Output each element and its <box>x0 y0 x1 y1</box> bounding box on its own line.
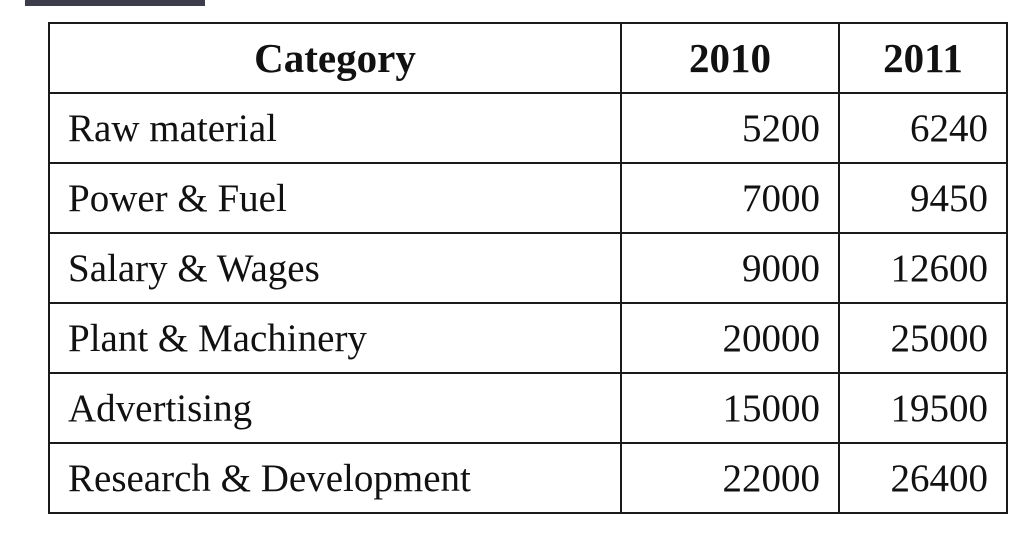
value-2010-cell: 9000 <box>620 232 840 304</box>
category-cell: Power & Fuel <box>48 162 622 234</box>
value-2010-cell: 5200 <box>620 92 840 164</box>
category-cell: Research & Development <box>48 442 622 514</box>
value-2011-cell: 25000 <box>838 302 1008 374</box>
data-table: Category 2010 2011 Raw material 5200 6240 P… <box>48 22 1008 514</box>
value-2010-cell: 22000 <box>620 442 840 514</box>
table-row: Raw material 5200 6240 <box>48 92 1008 164</box>
clipped-text-fragment <box>25 0 205 6</box>
category-cell: Advertising <box>48 372 622 444</box>
value-2010-cell: 15000 <box>620 372 840 444</box>
value-2011-cell: 26400 <box>838 442 1008 514</box>
category-cell: Raw material <box>48 92 622 164</box>
value-2011-cell: 12600 <box>838 232 1008 304</box>
value-2010-cell: 7000 <box>620 162 840 234</box>
table-row: Plant & Machinery 20000 25000 <box>48 302 1008 374</box>
table-row: Salary & Wages 9000 12600 <box>48 232 1008 304</box>
header-2010: 2010 <box>620 22 840 94</box>
value-2011-cell: 9450 <box>838 162 1008 234</box>
header-row: Category 2010 2011 <box>48 22 1008 94</box>
category-cell: Plant & Machinery <box>48 302 622 374</box>
category-cell: Salary & Wages <box>48 232 622 304</box>
value-2011-cell: 6240 <box>838 92 1008 164</box>
header-category: Category <box>48 22 622 94</box>
table-row: Research & Development 22000 26400 <box>48 442 1008 514</box>
header-2011: 2011 <box>838 22 1008 94</box>
value-2010-cell: 20000 <box>620 302 840 374</box>
table-row: Power & Fuel 7000 9450 <box>48 162 1008 234</box>
value-2011-cell: 19500 <box>838 372 1008 444</box>
table-row: Advertising 15000 19500 <box>48 372 1008 444</box>
